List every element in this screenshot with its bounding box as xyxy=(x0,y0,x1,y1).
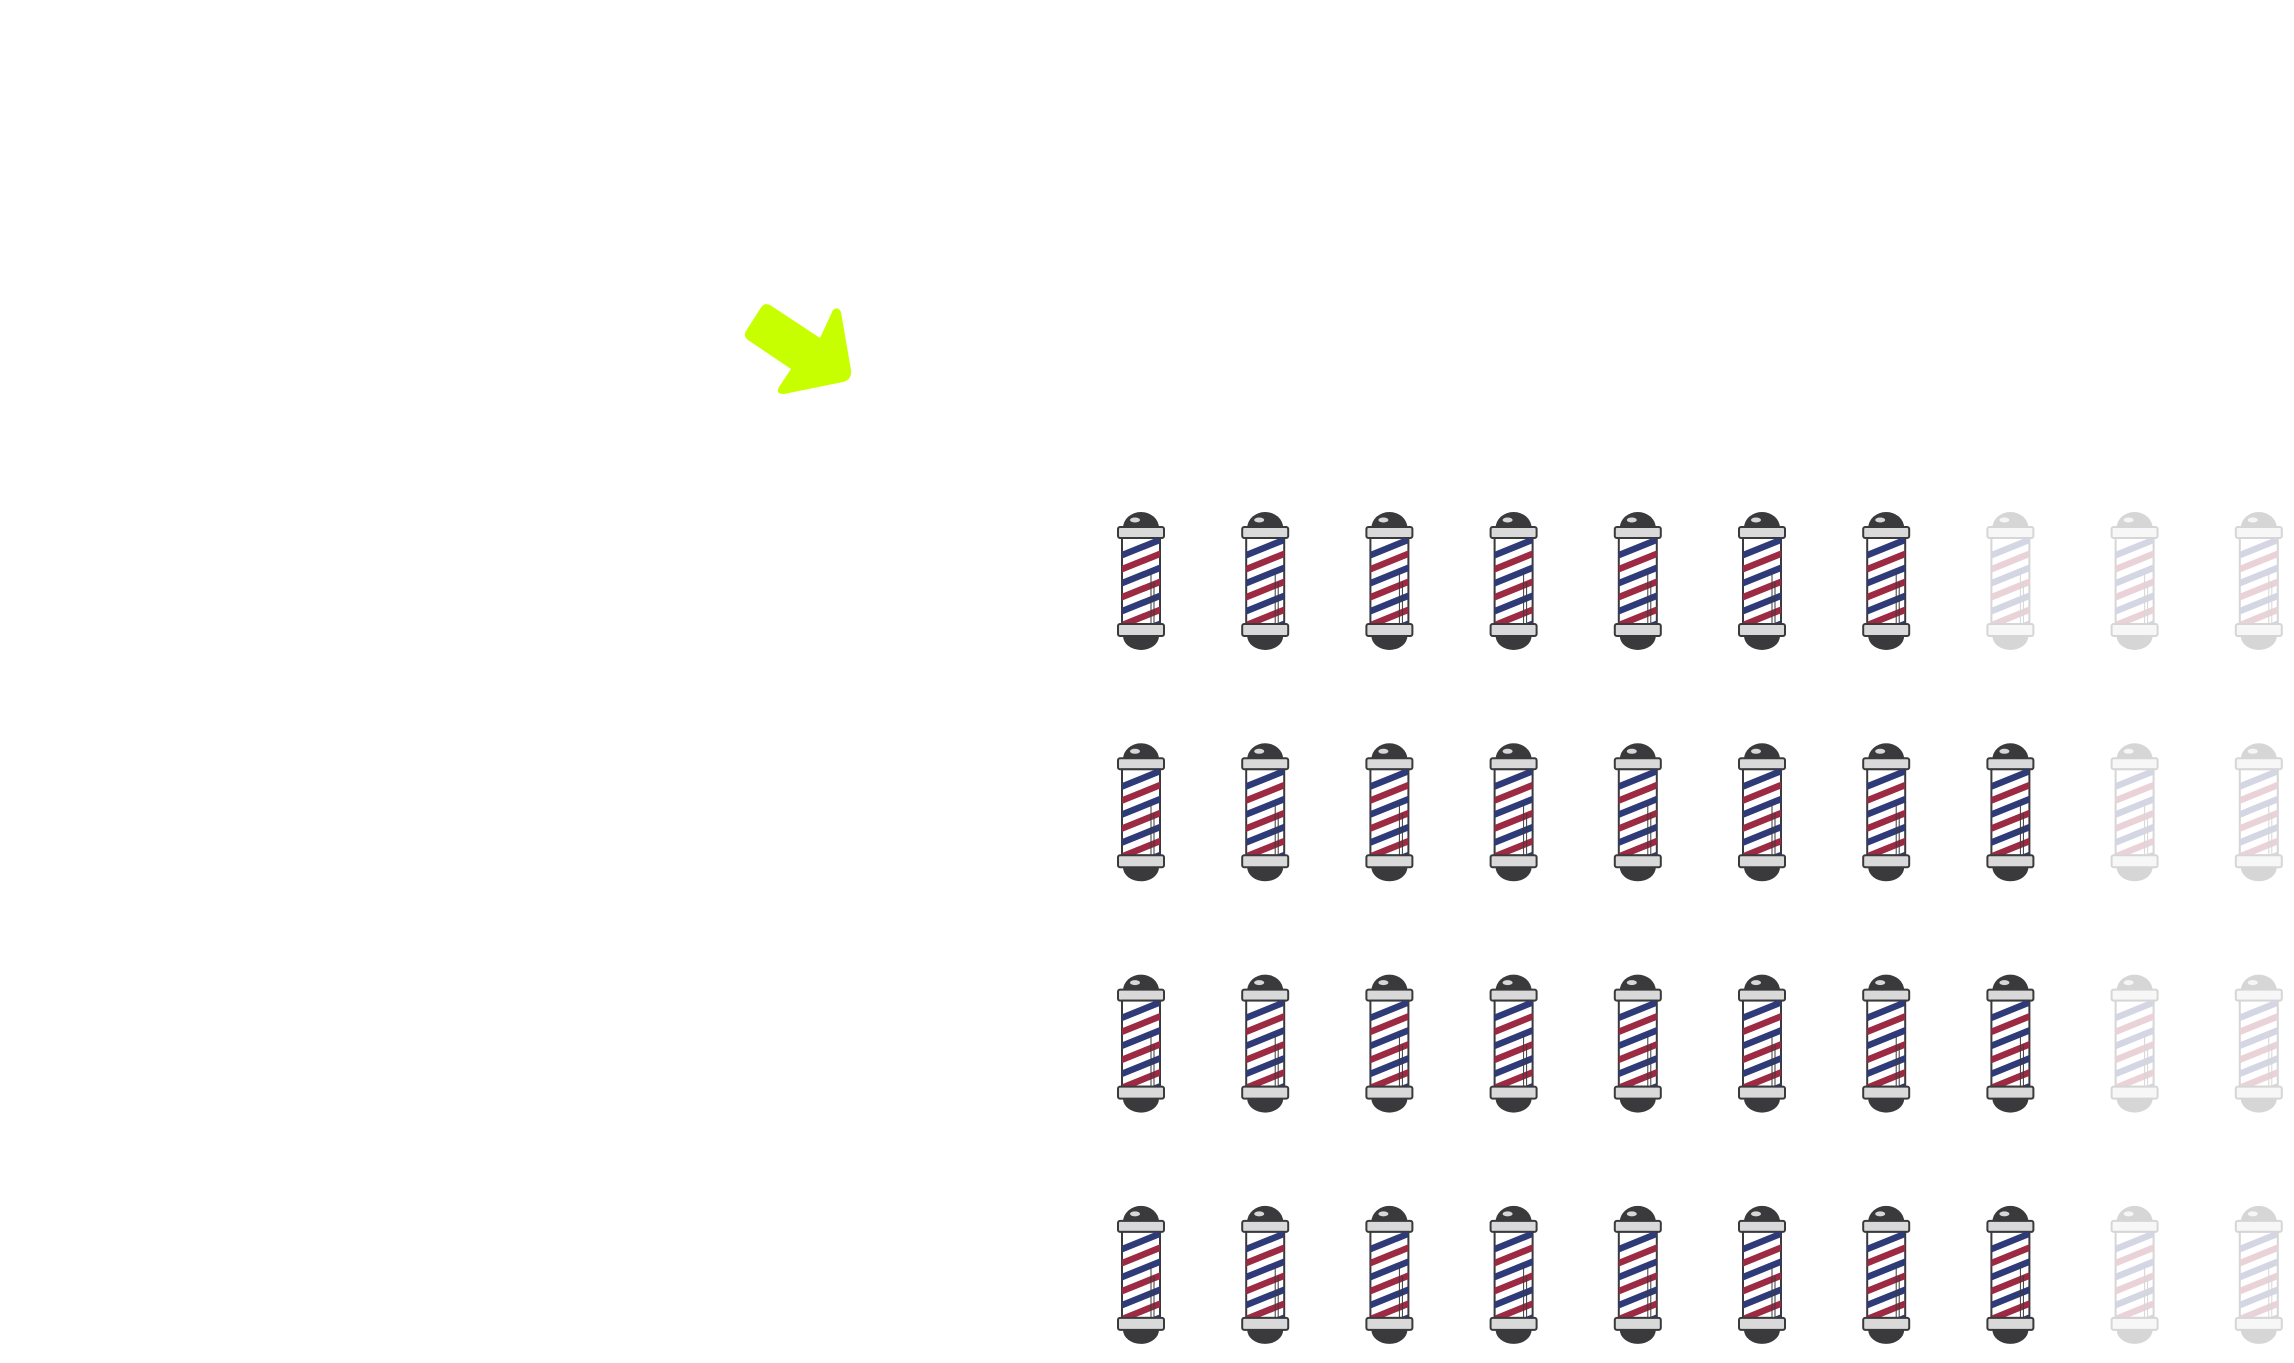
barber-pole-icon xyxy=(1739,1206,1785,1344)
pictograph-row-2 xyxy=(1118,743,2282,881)
barber-pole-icon xyxy=(1739,975,1785,1113)
barber-pole-icon xyxy=(1491,975,1537,1113)
barber-pole-icon xyxy=(1118,512,1164,650)
barber-pole-icon xyxy=(1987,975,2033,1113)
barber-pole-icon xyxy=(1615,1206,1661,1344)
barber-pole-icon xyxy=(1242,1206,1288,1344)
barber-pole-icon xyxy=(1615,743,1661,881)
pictograph-grid xyxy=(1118,512,2282,1344)
barber-pole-icon xyxy=(1739,743,1785,881)
barber-pole-icon xyxy=(1366,1206,1412,1344)
barber-pole-icon-inactive xyxy=(2112,743,2158,881)
pictograph-row-3 xyxy=(1118,975,2282,1113)
barber-pole-icon xyxy=(1366,743,1412,881)
barber-pole-icon xyxy=(1118,1206,1164,1344)
barber-pole-icon-inactive xyxy=(2236,1206,2282,1344)
barber-pole-icon-inactive xyxy=(2112,512,2158,650)
barber-pole-icon-inactive xyxy=(2112,1206,2158,1344)
barber-pole-icon xyxy=(1739,512,1785,650)
barber-pole-icon xyxy=(1491,743,1537,881)
barber-pole-icon xyxy=(1615,512,1661,650)
barber-pole-icon xyxy=(1987,1206,2033,1344)
pictograph-row-4 xyxy=(1118,1206,2282,1344)
barber-pole-icon xyxy=(1863,743,1909,881)
barber-pole-icon xyxy=(1863,512,1909,650)
barber-pole-icon-inactive xyxy=(2112,975,2158,1113)
barber-pole-icon xyxy=(1366,975,1412,1113)
arrow-down-right-icon xyxy=(744,304,852,394)
barber-pole-icon xyxy=(1491,1206,1537,1344)
barber-pole-icon xyxy=(1242,512,1288,650)
pictograph-row-1 xyxy=(1118,512,2282,650)
barber-pole-icon xyxy=(1863,1206,1909,1344)
barber-pole-icon xyxy=(1118,975,1164,1113)
barber-pole-icon xyxy=(1987,743,2033,881)
barber-pole-icon-inactive xyxy=(1987,512,2033,650)
barber-pole-icon xyxy=(1242,743,1288,881)
barber-pole-icon-inactive xyxy=(2236,743,2282,881)
barber-pole-icon xyxy=(1242,975,1288,1113)
barber-pole-icon-inactive xyxy=(2236,512,2282,650)
barber-pole-icon xyxy=(1491,512,1537,650)
barber-pole-icon xyxy=(1366,512,1412,650)
barber-pole-icon xyxy=(1118,743,1164,881)
barber-pole-icon-inactive xyxy=(2236,975,2282,1113)
barber-pole-icon xyxy=(1863,975,1909,1113)
barber-pole-icon xyxy=(1615,975,1661,1113)
